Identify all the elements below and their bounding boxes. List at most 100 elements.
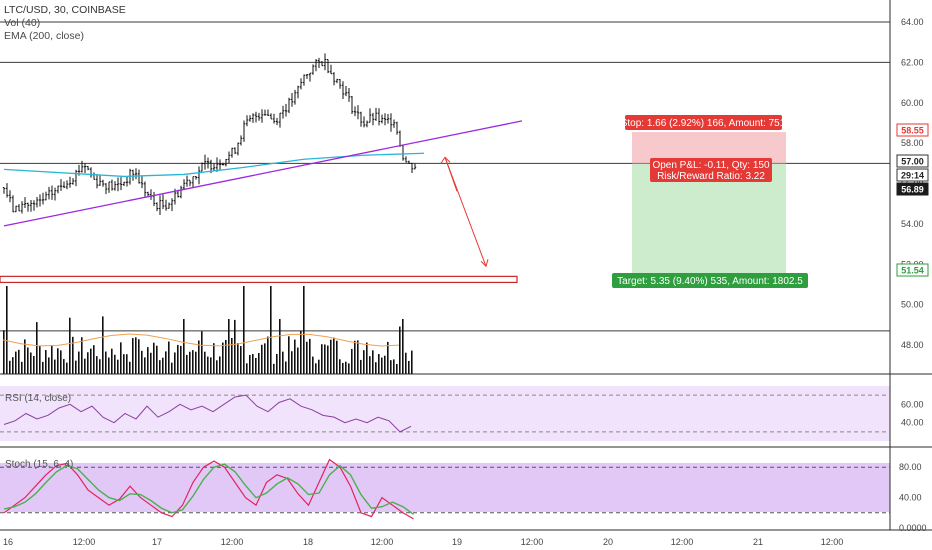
- volume-bar: [123, 354, 125, 374]
- volume-bar: [276, 353, 278, 374]
- price-tick-3: 58.00: [901, 138, 924, 148]
- volume-bar: [381, 357, 383, 374]
- candlesticks: [2, 53, 417, 215]
- volume-bar: [147, 347, 149, 374]
- time-axis[interactable]: 16 12:00 17 12:00 18 12:00 19 12:00 20 12:00 21 12:…: [3, 537, 843, 547]
- volume-bar: [378, 354, 380, 374]
- volume-bar: [96, 356, 98, 374]
- stoch-panel-label[interactable]: Stoch (15, 6, 4): [5, 459, 73, 470]
- volume-bar: [84, 358, 86, 374]
- target-label-group[interactable]: Target: 5.35 (9.40%) 535, Amount: 1802.5: [612, 273, 808, 288]
- volume-bar: [144, 357, 146, 374]
- volume-bar: [318, 359, 320, 374]
- rsi-tick-0: 60.00: [901, 399, 924, 409]
- volume-bar: [204, 351, 206, 374]
- volume-bar: [339, 359, 341, 374]
- ema-legend[interactable]: EMA (200, close): [4, 30, 84, 42]
- price-tick-7: 50.00: [901, 300, 924, 310]
- volume-bar: [303, 286, 305, 374]
- volume-bar: [48, 357, 50, 374]
- pnl-label-group[interactable]: Open P&L: -0.11, Qty: 150 Risk/Reward Ra…: [650, 158, 772, 182]
- volume-bar: [75, 360, 77, 374]
- volume-bar: [360, 359, 362, 374]
- chart-legend[interactable]: LTC/USD, 30, COINBASE Vol (40) EMA (200,…: [4, 4, 126, 43]
- time-tick-7: 12:00: [521, 537, 544, 547]
- volume-bar: [297, 347, 299, 374]
- volume-bar: [156, 345, 158, 374]
- price-badge-bg-1: [896, 154, 929, 168]
- volume-bar: [126, 354, 128, 374]
- volume-bar: [159, 360, 161, 374]
- volume-bar: [138, 339, 140, 374]
- time-tick-10: 21: [753, 537, 763, 547]
- target-label-bg: [612, 273, 808, 288]
- volume-bar: [15, 351, 17, 374]
- volume-bar: [132, 338, 134, 374]
- volume-bar: [102, 316, 104, 374]
- volume-bar: [27, 347, 29, 374]
- stoch-tick-2: 0.0000: [899, 523, 927, 533]
- rr-label: Risk/Reward Ratio: 3.22: [657, 171, 765, 182]
- price-tick-2: 60.00: [901, 98, 924, 108]
- volume-bar: [336, 340, 338, 374]
- volume-bar: [141, 350, 143, 374]
- volume-bar: [51, 345, 53, 374]
- volume-bar: [42, 361, 44, 374]
- volume-bar: [6, 286, 8, 374]
- volume-ma-line: [2, 333, 400, 347]
- time-tick-11: 12:00: [821, 537, 844, 547]
- volume-bar: [291, 351, 293, 374]
- volume-bar: [384, 355, 386, 374]
- volume-bar: [369, 356, 371, 374]
- price-badge-2: 29:14: [901, 171, 924, 181]
- target-label: Target: 5.35 (9.40%) 535, Amount: 1802.5: [617, 276, 803, 287]
- rsi-panel-label[interactable]: RSI (14, close): [5, 393, 71, 404]
- price-badge-bg-0: [896, 123, 929, 137]
- volume-bar: [24, 339, 26, 374]
- volume-bar: [87, 352, 89, 374]
- volume-bar: [330, 339, 332, 374]
- stop-label: Stop: 1.66 (2.92%) 166, Amount: 751: [621, 118, 786, 129]
- time-tick-0: 16: [3, 537, 13, 547]
- projection-arrows[interactable]: [440, 156, 489, 268]
- trendline[interactable]: [3, 120, 523, 227]
- price-tick-8: 48.00: [901, 340, 924, 350]
- volume-bar: [285, 361, 287, 374]
- volume-bar: [207, 356, 209, 374]
- price-badge-bg-2: [896, 168, 929, 182]
- support-box[interactable]: [0, 275, 518, 284]
- volume-bar: [63, 359, 65, 374]
- price-tick-5: 54.00: [901, 219, 924, 229]
- volume-bar: [12, 357, 14, 374]
- volume-bar: [39, 345, 41, 374]
- symbol-title[interactable]: LTC/USD, 30, COINBASE: [4, 4, 126, 16]
- volume-bar: [219, 356, 221, 374]
- volume-bar: [183, 319, 185, 374]
- volume-bar: [411, 350, 413, 374]
- volume-bar: [249, 354, 251, 374]
- stop-label-group[interactable]: Stop: 1.66 (2.92%) 166, Amount: 751: [621, 115, 786, 130]
- volume-bars: [3, 286, 413, 374]
- volume-bar: [153, 342, 155, 374]
- volume-bar: [237, 343, 239, 374]
- volume-bar: [264, 343, 266, 374]
- volume-bar: [393, 359, 395, 374]
- volume-bar: [33, 356, 35, 374]
- arrow-down-head: [480, 259, 489, 268]
- volume-bar: [21, 361, 23, 374]
- price-tick-0: 64.00: [901, 17, 924, 27]
- volume-bar: [81, 337, 83, 374]
- volume-bar: [60, 350, 62, 374]
- position-tool[interactable]: [632, 132, 786, 274]
- time-tick-3: 12:00: [221, 537, 244, 547]
- rsi-axis[interactable]: 60.00 40.00: [901, 399, 924, 427]
- stoch-axis[interactable]: 80.00 40.00 0.0000: [899, 462, 927, 533]
- volume-bar: [294, 339, 296, 374]
- stoch-tick-1: 40.00: [899, 493, 922, 503]
- volume-bar: [372, 350, 374, 374]
- vol-legend[interactable]: Vol (40): [4, 17, 41, 29]
- volume-bar: [300, 330, 302, 374]
- volume-bar: [240, 346, 242, 374]
- price-tick-1: 62.00: [901, 57, 924, 67]
